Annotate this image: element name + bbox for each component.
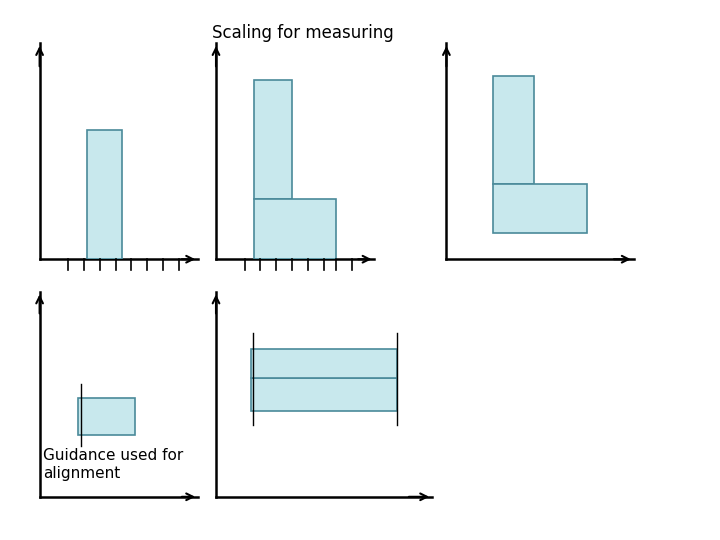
Bar bbox=[254, 199, 336, 259]
Bar bbox=[493, 184, 587, 233]
Bar bbox=[78, 399, 135, 435]
Bar bbox=[254, 80, 292, 199]
Bar bbox=[251, 349, 397, 378]
Text: Guidance used for
alignment: Guidance used for alignment bbox=[43, 448, 184, 481]
Text: Scaling for measuring: Scaling for measuring bbox=[212, 24, 393, 42]
Bar bbox=[251, 378, 397, 410]
Bar bbox=[493, 76, 534, 184]
Bar bbox=[87, 130, 122, 259]
